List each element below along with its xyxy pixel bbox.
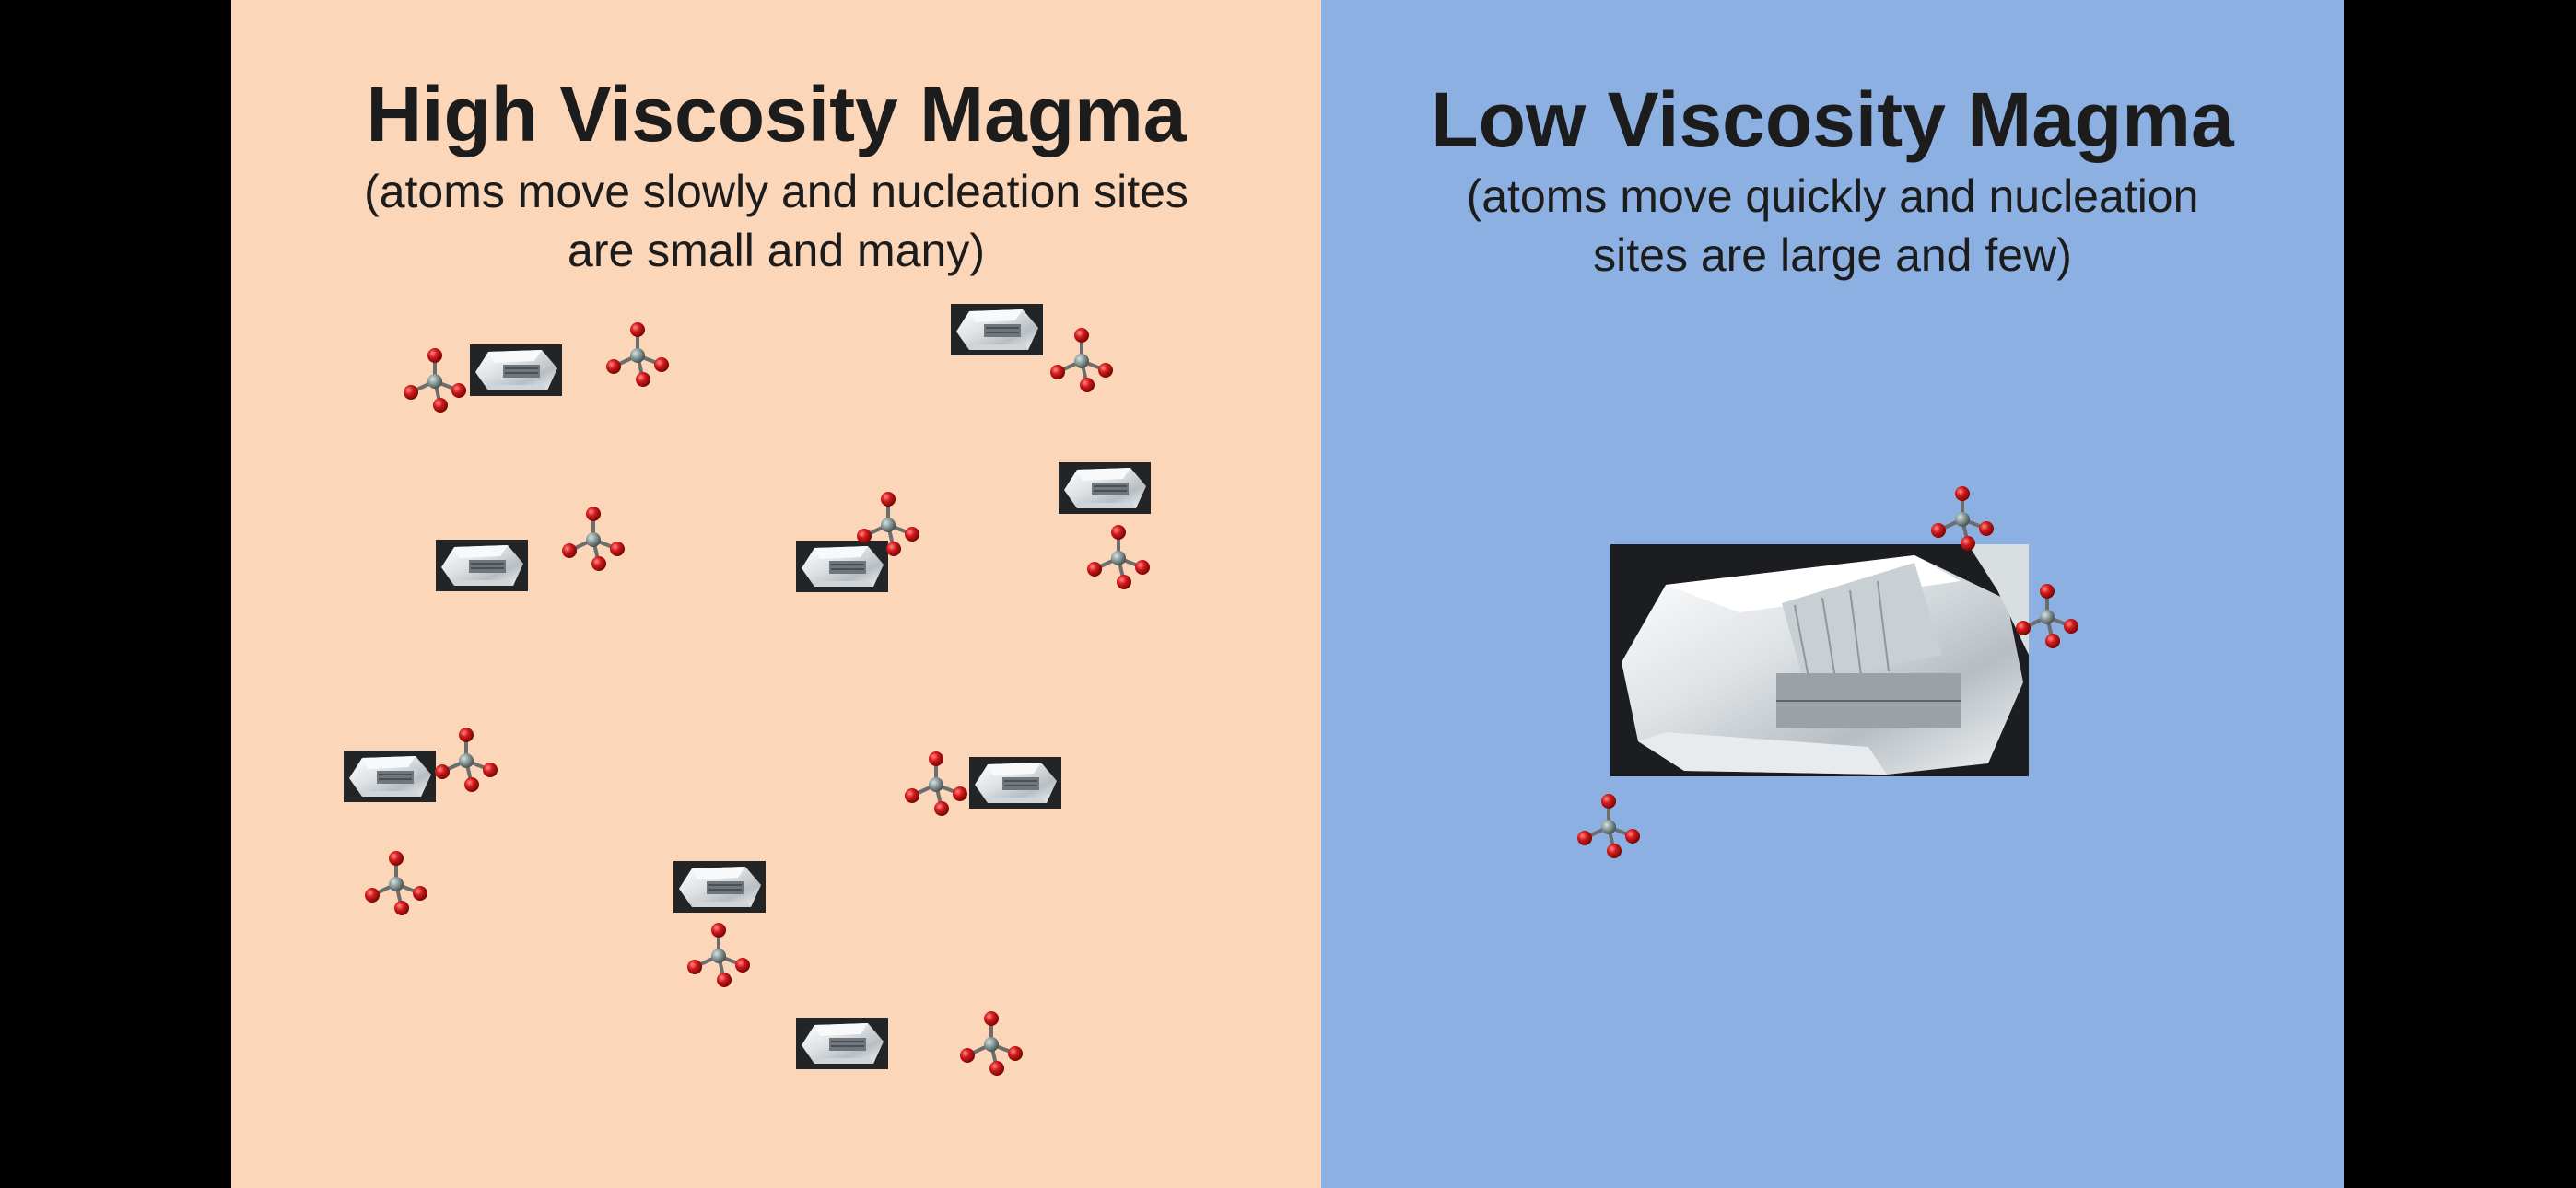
large-quartz-crystal-icon xyxy=(1610,544,2029,776)
low-viscosity-title: Low Viscosity Magma xyxy=(1431,76,2234,163)
silica-tetrahedron-icon xyxy=(851,488,925,562)
high-viscosity-title: High Viscosity Magma xyxy=(366,71,1187,157)
silica-tetrahedron-icon xyxy=(2010,580,2084,654)
high-viscosity-subtitle: (atoms move slowly and nucleation sites … xyxy=(231,162,1321,280)
low-viscosity-subtitle-line-2: sites are large and few) xyxy=(1593,229,2072,281)
quartz-crystal-icon xyxy=(969,757,1061,809)
high-viscosity-subtitle-line-2: are small and many) xyxy=(568,225,985,276)
quartz-crystal-icon xyxy=(796,1018,888,1069)
silica-tetrahedron-icon xyxy=(359,847,433,921)
quartz-crystal-icon xyxy=(1059,462,1151,514)
quartz-crystal-icon xyxy=(344,751,436,802)
silica-tetrahedron-icon xyxy=(899,748,973,821)
silica-tetrahedron-icon xyxy=(1572,790,1645,864)
quartz-crystal-icon xyxy=(470,344,562,396)
silica-tetrahedron-icon xyxy=(1926,483,1999,556)
quartz-crystal-icon xyxy=(673,861,766,913)
silica-tetrahedron-icon xyxy=(429,724,503,798)
low-viscosity-subtitle-line-1: (atoms move quickly and nucleation xyxy=(1466,170,2199,222)
quartz-crystal-icon xyxy=(436,540,528,591)
silica-tetrahedron-icon xyxy=(1045,324,1118,398)
low-viscosity-panel: Low Viscosity Magma (atoms move quickly … xyxy=(1321,0,2344,1188)
silica-tetrahedron-icon xyxy=(954,1007,1028,1081)
quartz-crystal-icon xyxy=(951,304,1043,355)
silica-tetrahedron-icon xyxy=(1082,521,1155,595)
low-viscosity-subtitle: (atoms move quickly and nucleation sites… xyxy=(1321,167,2344,285)
silica-tetrahedron-icon xyxy=(556,503,630,577)
silica-tetrahedron-icon xyxy=(398,344,472,418)
high-viscosity-subtitle-line-1: (atoms move slowly and nucleation sites xyxy=(364,166,1188,217)
high-viscosity-panel: High Viscosity Magma (atoms move slowly … xyxy=(231,0,1321,1188)
silica-tetrahedron-icon xyxy=(682,919,755,993)
silica-tetrahedron-icon xyxy=(601,319,674,392)
